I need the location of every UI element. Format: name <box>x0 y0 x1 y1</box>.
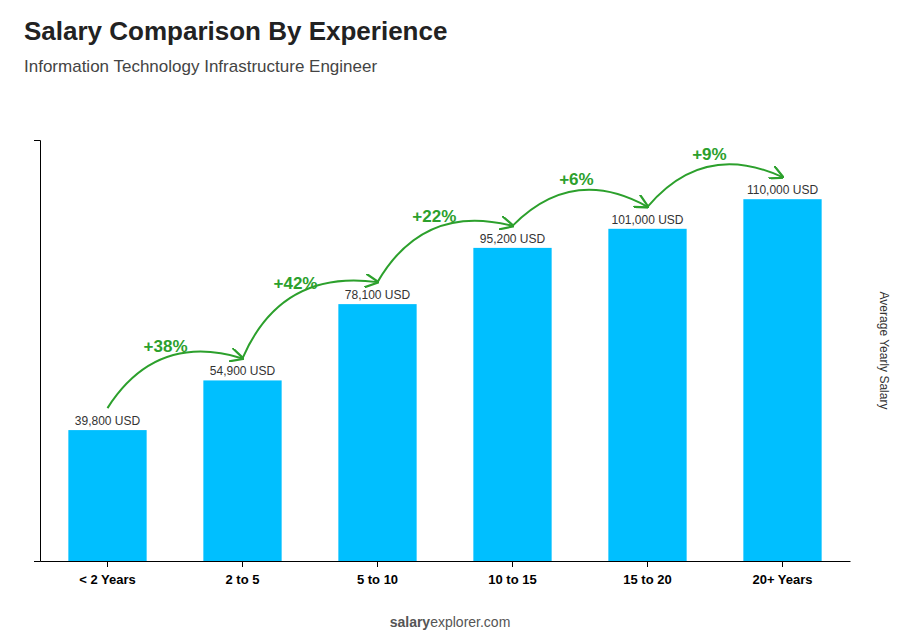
data-label: 95,200 USD <box>480 232 546 246</box>
bar <box>743 199 821 561</box>
data-label: 110,000 USD <box>747 183 818 197</box>
x-tick-mark <box>782 561 783 567</box>
y-axis-line <box>34 141 41 562</box>
x-tick-mark <box>242 561 243 567</box>
x-tick-mark <box>647 561 648 567</box>
x-tick-mark <box>512 561 513 567</box>
title: Salary Comparison By Experience <box>24 16 447 46</box>
x-tick-label: 5 to 10 <box>357 572 398 587</box>
x-tick-mark <box>377 561 378 567</box>
change-arrow <box>108 352 243 408</box>
subtitle: Information Technology Infrastructure En… <box>24 57 377 76</box>
x-tick: 20+ Years <box>752 561 812 587</box>
change-arrow <box>378 221 513 282</box>
x-axis: < 2 Years 2 to 5 5 to 10 10 to 15 15 to 20 20… <box>41 561 851 587</box>
bar <box>608 229 686 561</box>
change-arrow <box>513 190 648 226</box>
bar <box>68 430 146 561</box>
bar <box>338 304 416 561</box>
bar <box>473 248 551 561</box>
watermark-part: explorer.com <box>430 614 510 630</box>
x-tick-label: 20+ Years <box>752 572 812 587</box>
x-tick-label: < 2 Years <box>79 572 136 587</box>
x-tick-label: 2 to 5 <box>226 572 260 587</box>
x-tick: < 2 Years <box>79 561 136 587</box>
bars <box>68 199 821 561</box>
data-label: 54,900 USD <box>210 364 276 378</box>
x-tick: 15 to 20 <box>623 561 671 587</box>
change-arrow <box>648 164 783 207</box>
x-tick: 2 to 5 <box>226 561 260 587</box>
data-label: 39,800 USD <box>75 414 141 428</box>
annotations: +38% +42% +22% +6% +9% <box>108 145 783 408</box>
change-label: +6% <box>559 170 594 189</box>
chart: < 2 Years 2 to 5 5 to 10 10 to 15 15 to 20 20… <box>0 0 900 641</box>
change-label: +22% <box>412 207 456 226</box>
bar <box>203 380 281 561</box>
y-axis-label: Average Yearly Salary <box>877 292 891 410</box>
watermark-part: salary <box>390 614 431 630</box>
y-axis <box>34 141 41 562</box>
x-tick-mark <box>107 561 108 567</box>
data-label: 101,000 USD <box>611 213 683 227</box>
watermark: salaryexplorer.com <box>390 614 511 630</box>
x-tick: 10 to 15 <box>488 561 536 587</box>
change-label: +9% <box>692 145 727 164</box>
data-labels: 39,800 USD 54,900 USD 78,100 USD 95,200 USD… <box>75 183 819 428</box>
x-tick-label: 15 to 20 <box>623 572 671 587</box>
data-label: 78,100 USD <box>345 288 411 302</box>
change-label: +42% <box>274 274 318 293</box>
x-tick-label: 10 to 15 <box>488 572 536 587</box>
x-axis-line <box>41 561 851 562</box>
x-tick: 5 to 10 <box>357 561 398 587</box>
change-label: +38% <box>144 337 188 356</box>
